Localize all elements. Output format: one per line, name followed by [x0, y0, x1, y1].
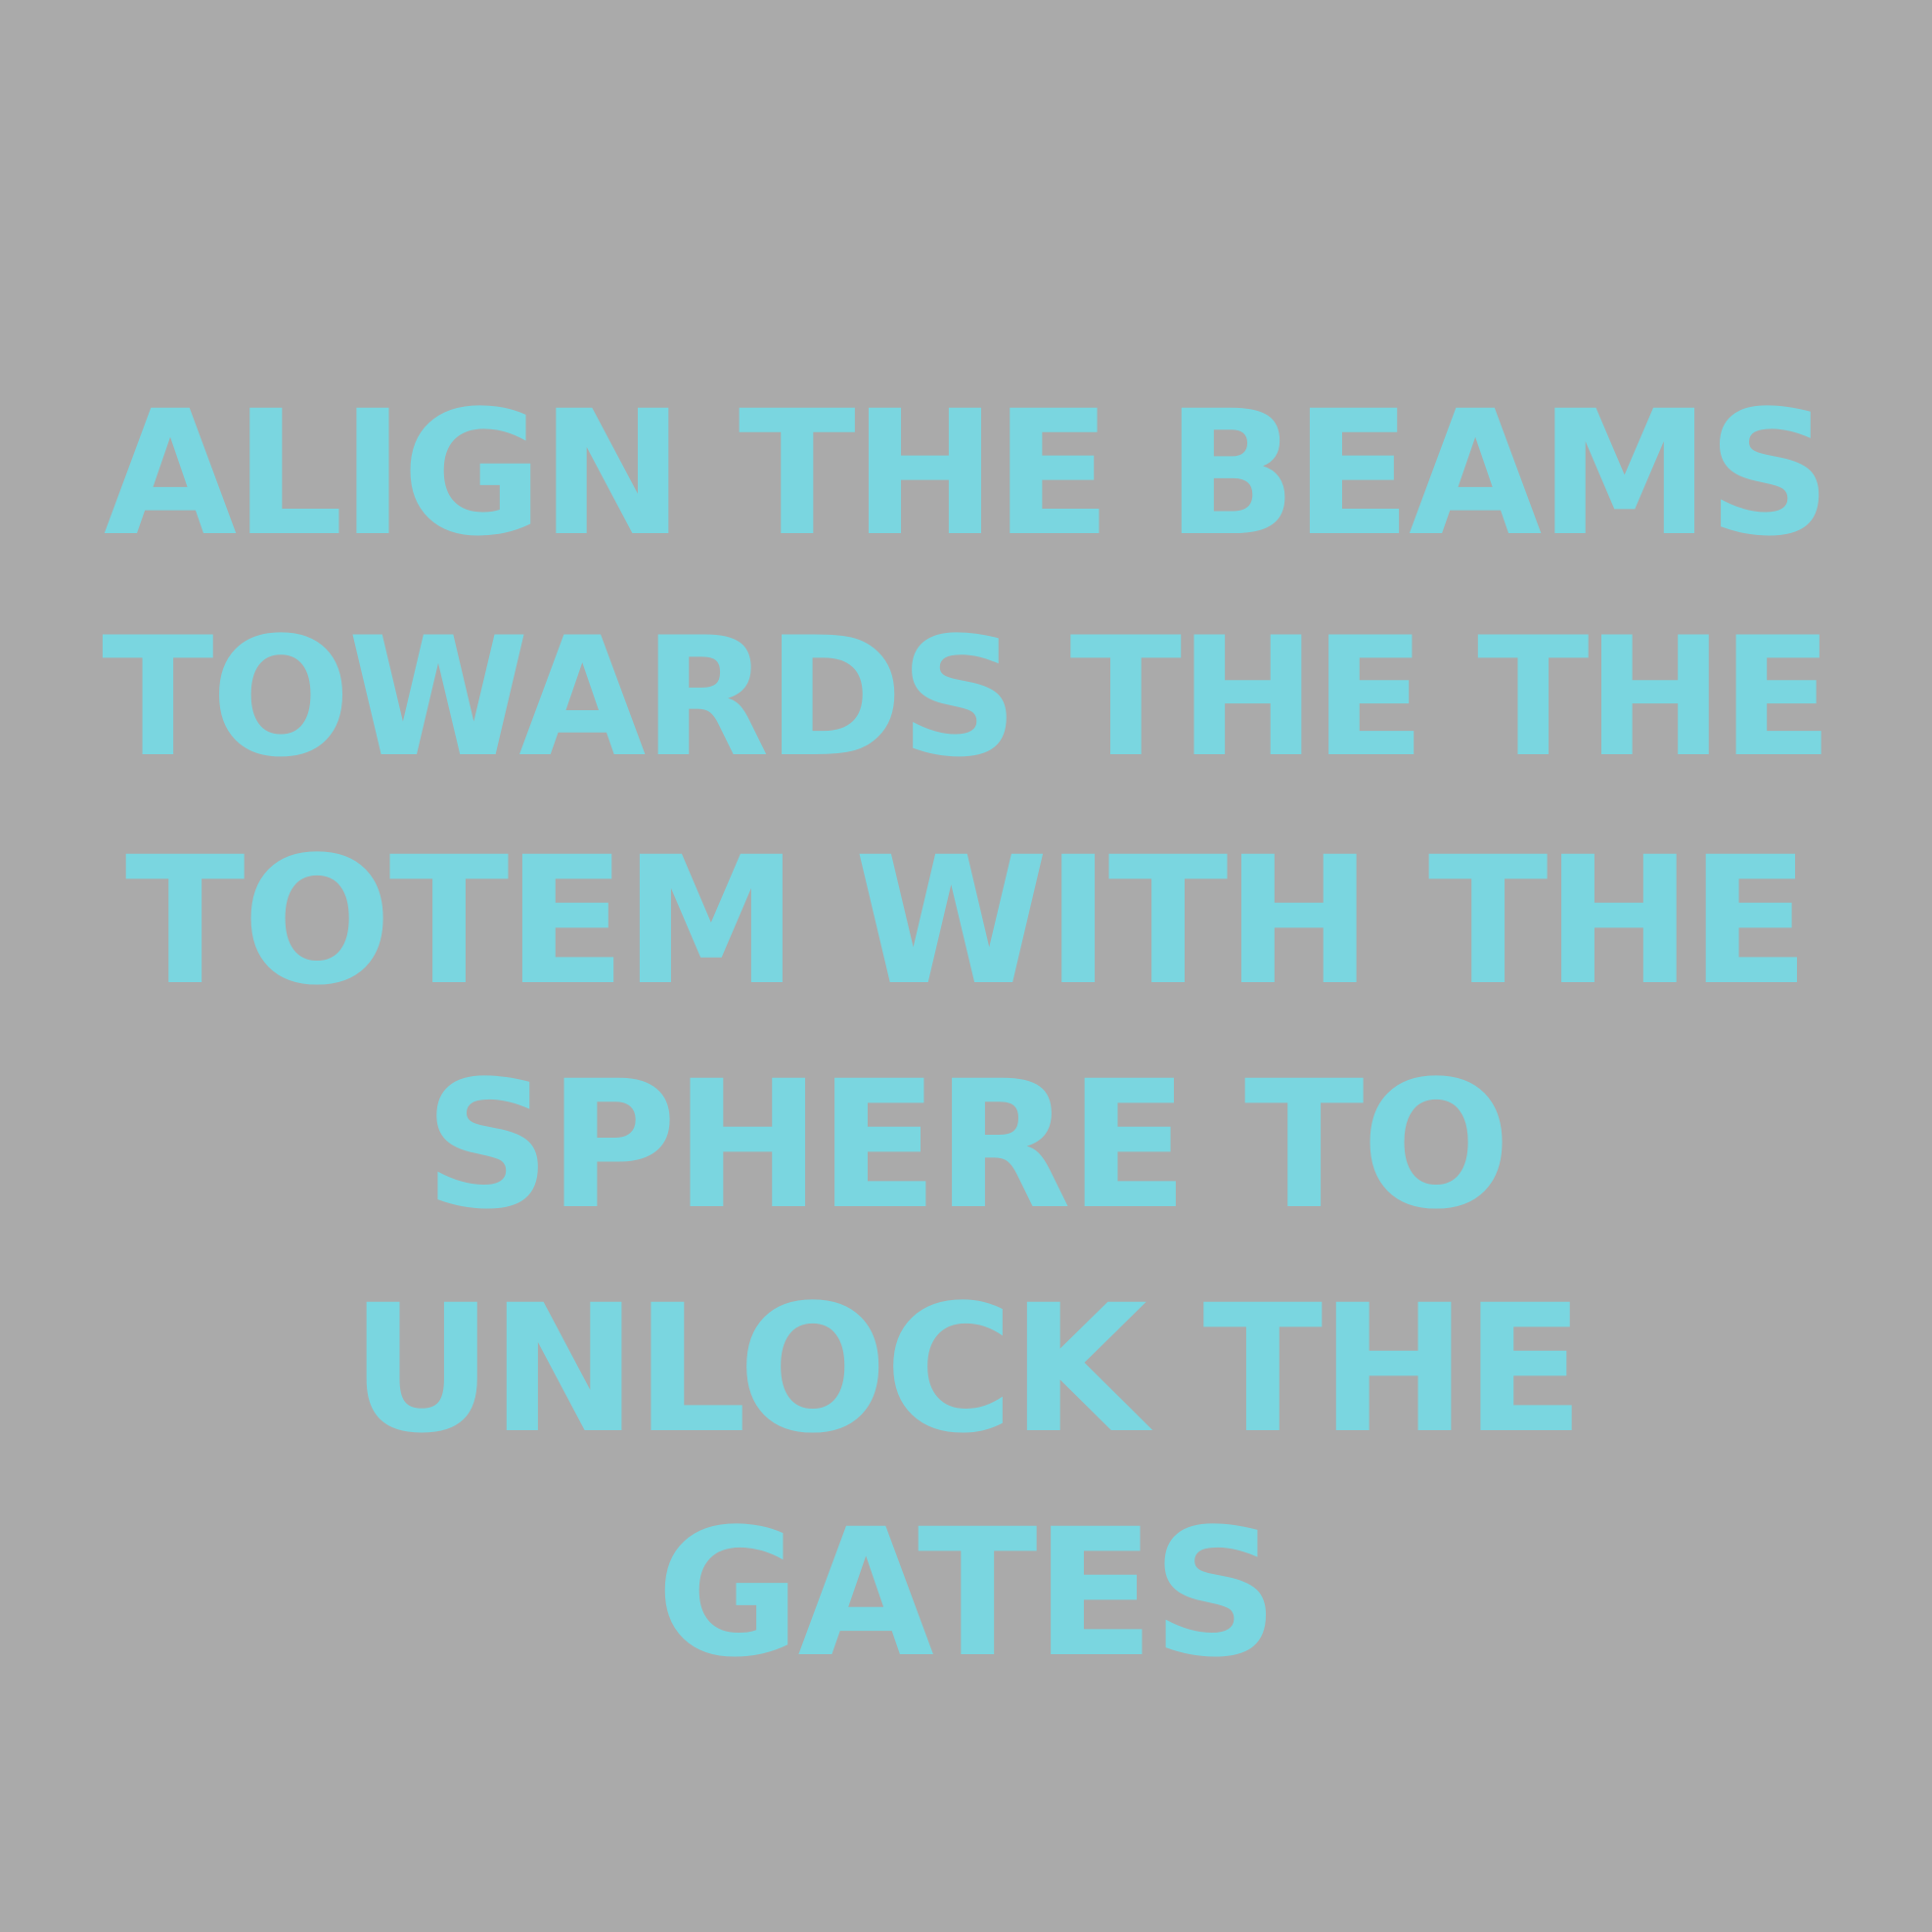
hint-message: ALIGN THE BEAMS TOWARDS THE THE TOTEM WI… [0, 362, 1932, 1706]
hint-line-5: UNLOCK THE [350, 1268, 1585, 1472]
hint-line-2: TOWARDS THE THE [102, 602, 1833, 793]
hint-line-6: GATES [655, 1492, 1279, 1696]
hint-line-4: SPHERE TO [424, 1044, 1510, 1248]
hint-line-1: ALIGN THE BEAMS [103, 374, 1831, 574]
hint-line-3: TOTEM WITH THE [124, 820, 1810, 1024]
